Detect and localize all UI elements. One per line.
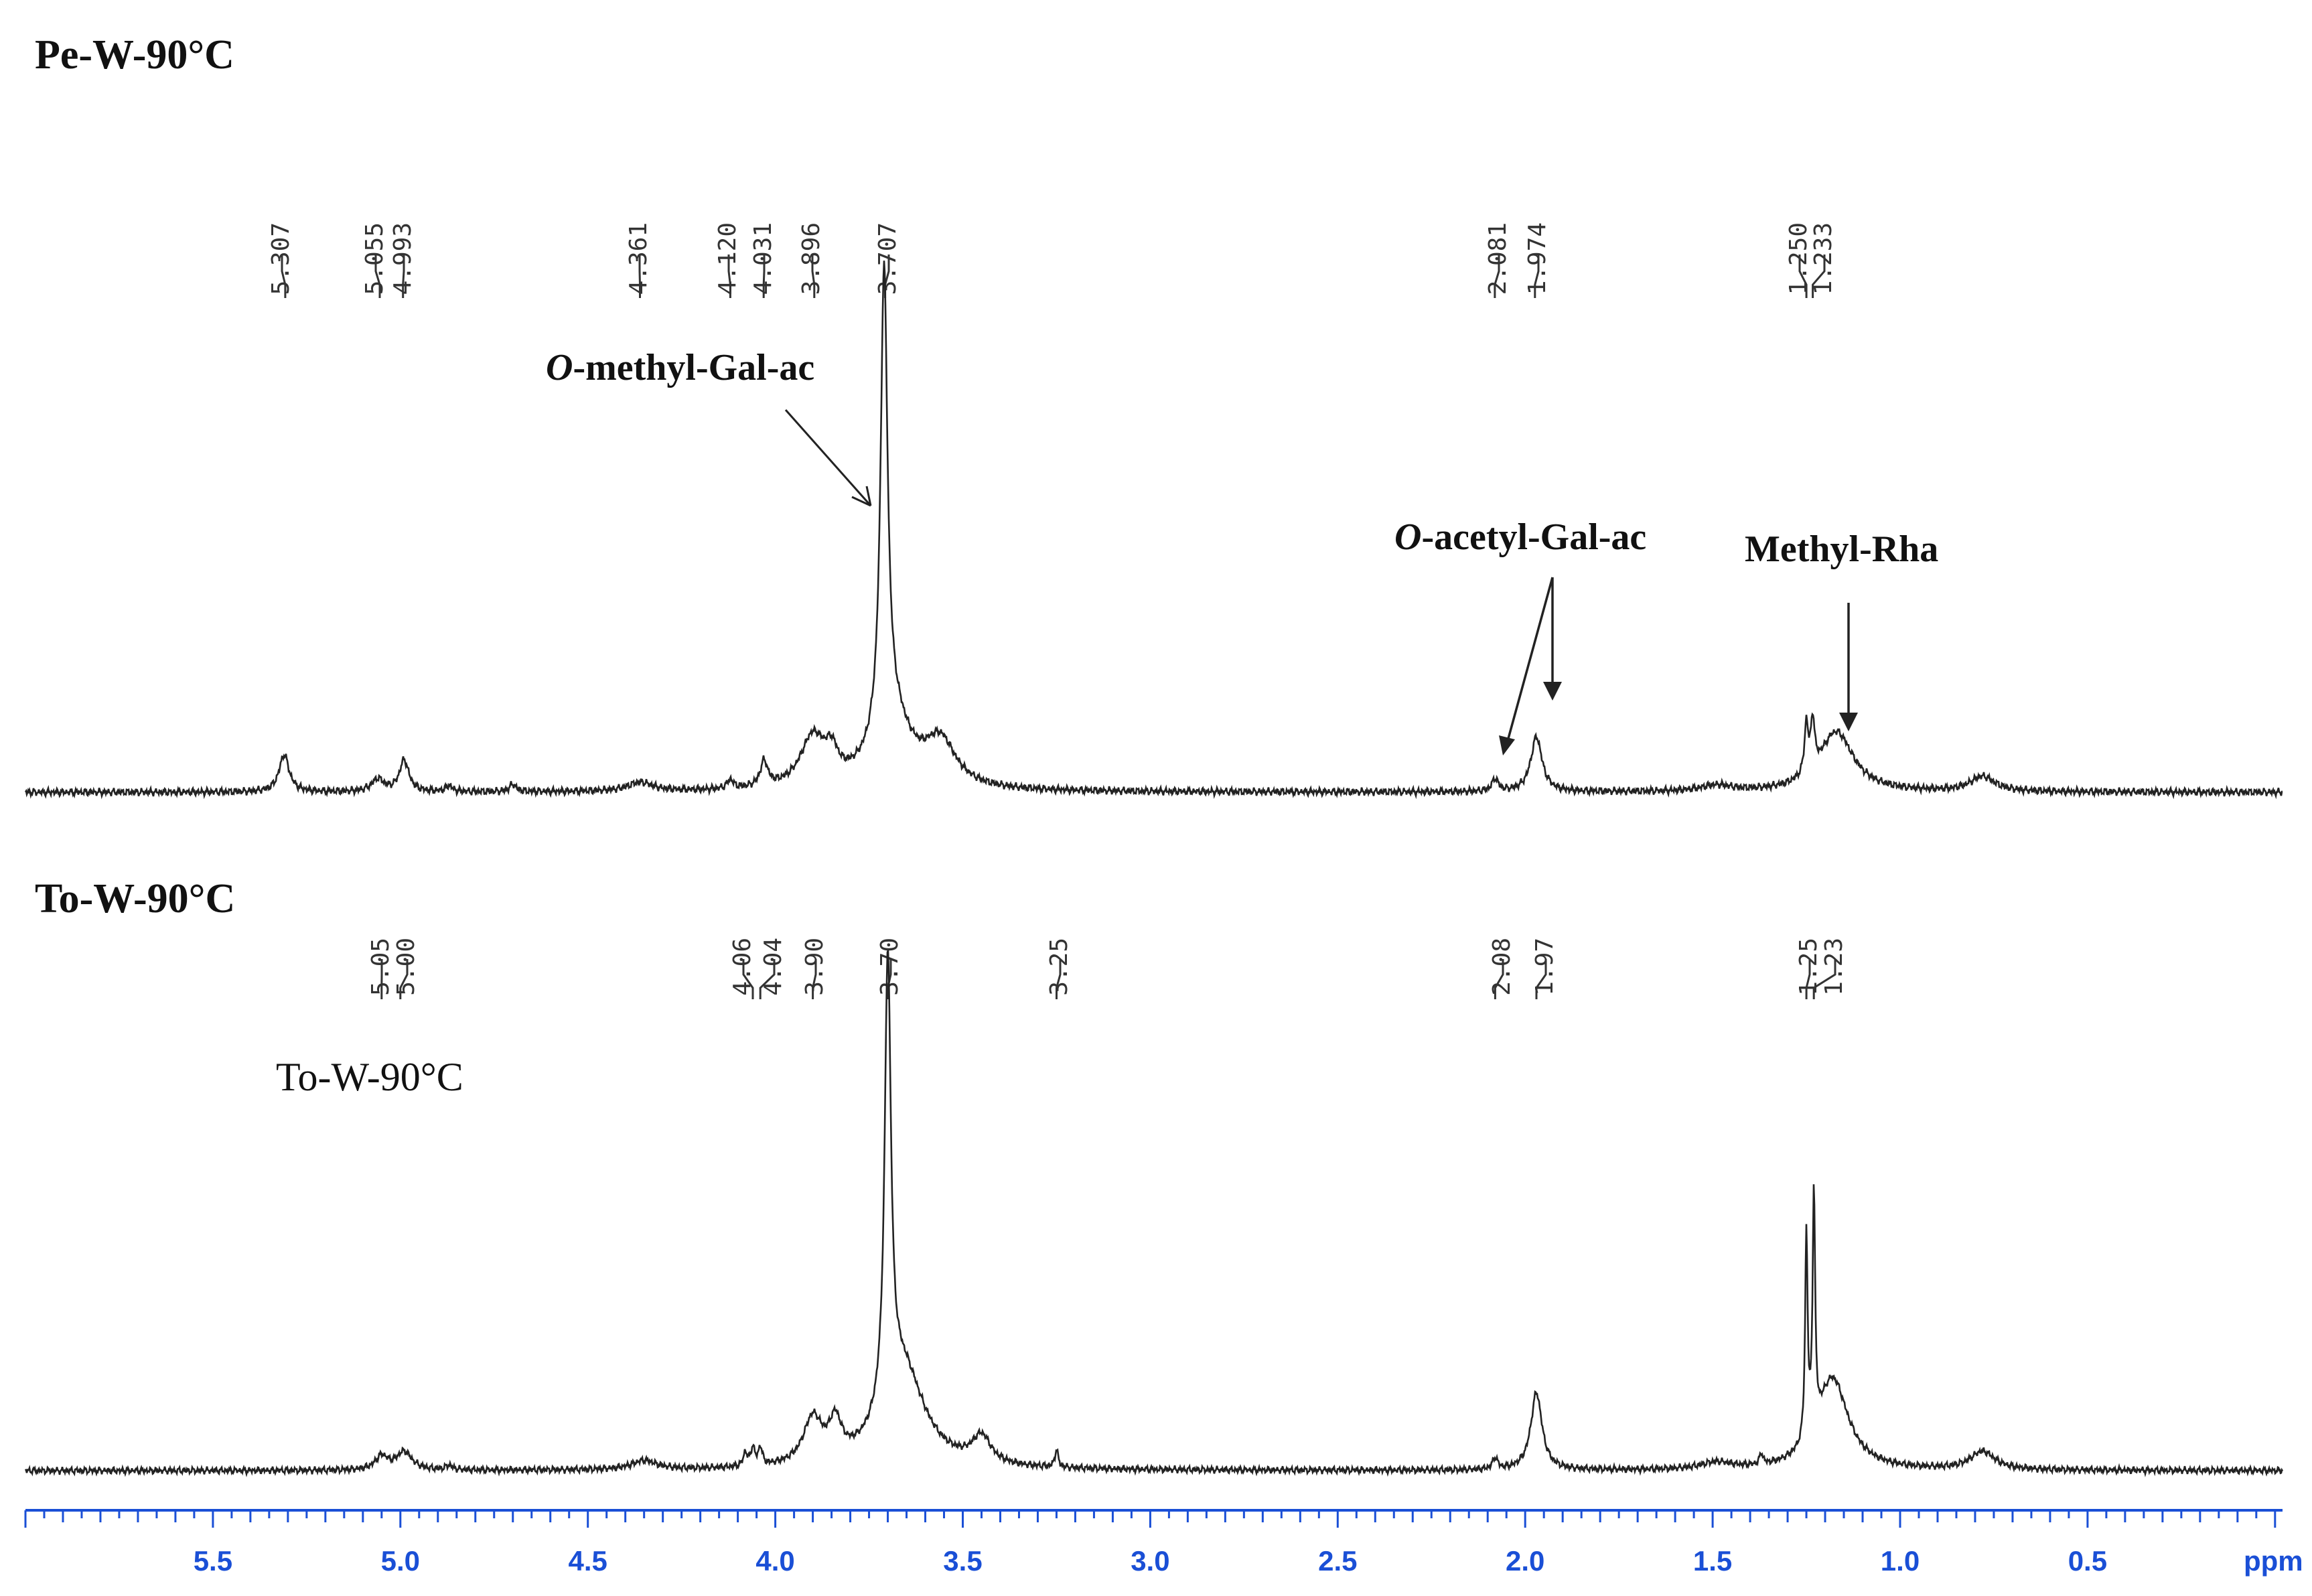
peak-label-connector [727,255,731,298]
peak-label-connector [1535,959,1547,999]
peak-label-connector [374,255,381,298]
x-tick-label: 2.5 [1318,1545,1357,1577]
annotation-o-methyl-italic: O [546,347,573,388]
spectrum-line-top [24,261,2283,800]
arrowhead-methyl-rha [1839,713,1858,731]
peak-labels-bottom: 5.055.00 4.06 4.04 3.90 3.70 3.25 2.08 1.97 1.25… [367,938,1848,999]
peak-label-connector [1056,959,1062,999]
arrowhead-o-acetyl-2 [1543,682,1562,701]
x-tick-label: 5.0 [381,1545,420,1577]
x-axis-label: ppm [2244,1545,2303,1577]
x-axis: 5.5 5.0 4.5 4.0 3.5 3.0 2.5 2.0 1.5 1.0 0.5 ppm [24,1509,2303,1577]
arrow-o-acetyl-1 [1506,577,1554,744]
annotation-o-methyl-text: -methyl-Gal-ac [573,347,814,388]
peak-label-connector [1494,959,1504,999]
x-tick-label: 2.0 [1506,1545,1544,1577]
x-tick-label: 5.5 [194,1545,232,1577]
arrowhead-o-methyl [851,486,872,507]
panel-title-bottom: To-W-90°C [35,876,235,922]
peak-label-connector [1805,959,1811,999]
spectra [24,261,2284,1477]
peak-label-connector [281,255,287,298]
peak-label-connector [1812,255,1826,298]
annotation-to-w-90c: To-W-90°C [276,1055,463,1099]
peak-label-connector [399,959,409,999]
peak-label-connector [402,255,405,298]
peak-labels-top: 5.307 5.055 4.993 4.361 4.120 4.031 3.896 3.707… [267,222,1837,298]
x-tick-label: 1.5 [1693,1545,1732,1577]
peak-label-connector [811,255,816,298]
arrow-o-methyl [784,409,872,506]
annotation-o-acetyl-gal-ac: O-acetyl-Gal-ac [1394,516,1646,558]
peak-label-connector [1534,255,1540,298]
x-tick-label: 1.0 [1881,1545,1920,1577]
arrowhead-o-acetyl-1 [1499,735,1515,755]
peak-label-connector [812,959,817,999]
peak-label-connector [1812,959,1836,999]
peak-label-connector [1494,255,1500,298]
annotation-o-acetyl-text: -acetyl-Gal-ac [1421,516,1646,558]
x-tick-label: 4.0 [755,1545,794,1577]
annotation-o-acetyl-italic: O [1394,516,1421,558]
panel-title-top: Pe-W-90°C [35,32,234,78]
spectrum-line-bottom [24,950,2284,1477]
x-tick-label: 3.0 [1131,1545,1169,1577]
annotation-methyl-rha: Methyl-Rha [1745,528,1938,570]
annotation-o-methyl-gal-ac: O-methyl-Gal-ac [546,347,814,388]
peak-label-connector [1798,255,1808,298]
x-tick-label: 3.5 [943,1545,982,1577]
x-tick-label: 4.5 [569,1545,607,1577]
peak-label-connector [742,959,754,999]
x-tick-label: 0.5 [2068,1545,2107,1577]
peak-label-connector [759,959,776,999]
